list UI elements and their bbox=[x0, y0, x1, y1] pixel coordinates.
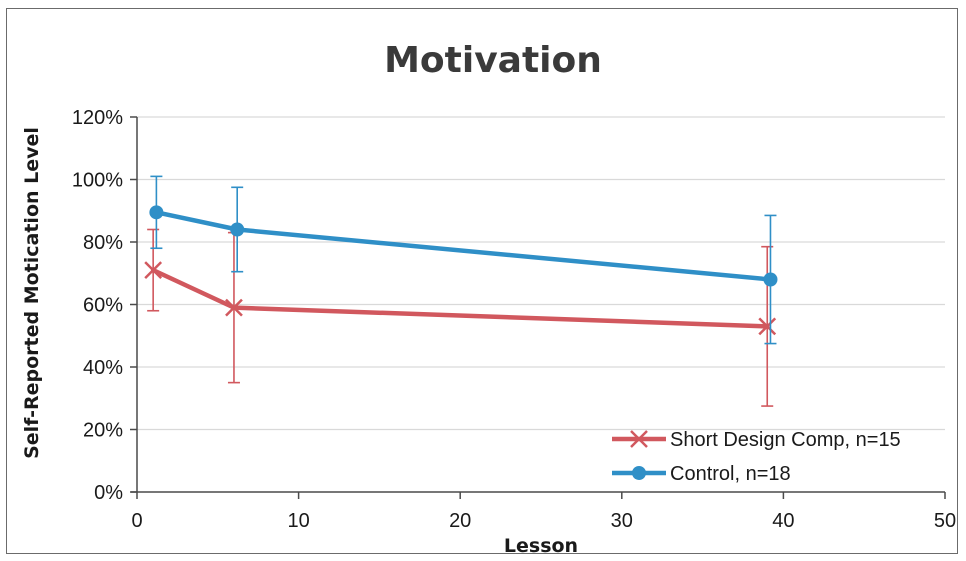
legend-label: Short Design Comp, n=15 bbox=[670, 429, 901, 451]
chart-title: Motivation bbox=[384, 40, 602, 81]
x-tick-label: 40 bbox=[772, 510, 794, 532]
data-point bbox=[763, 272, 778, 287]
marker-stroke bbox=[144, 261, 163, 280]
marker-stroke bbox=[758, 317, 777, 336]
y-tick-label: 0% bbox=[94, 482, 123, 504]
data-point bbox=[144, 261, 163, 280]
legend-item-1: Short Design Comp, n=15 bbox=[612, 429, 901, 451]
legend-item-2: Control, n=18 bbox=[612, 463, 791, 485]
y-tick-label: 100% bbox=[72, 170, 123, 192]
legend-marker bbox=[632, 466, 646, 480]
series-line bbox=[150, 267, 770, 329]
x-tick-label: 20 bbox=[449, 510, 471, 532]
data-point bbox=[230, 222, 245, 237]
x-tick-label: 0 bbox=[131, 510, 142, 532]
series-layer bbox=[144, 175, 778, 407]
y-tick-label: 60% bbox=[83, 295, 123, 317]
legend-marker bbox=[630, 430, 648, 448]
x-tick-label: 50 bbox=[934, 510, 956, 532]
y-tick-label: 40% bbox=[83, 357, 123, 379]
x-axis-title: Lesson bbox=[504, 535, 578, 557]
y-axis-title: Self-Reported Motication Level bbox=[21, 127, 43, 459]
legend-label: Control, n=18 bbox=[670, 463, 791, 485]
data-point bbox=[758, 317, 777, 336]
data-point bbox=[149, 205, 164, 220]
y-tick-label: 20% bbox=[83, 420, 123, 442]
x-tick-label: 30 bbox=[611, 510, 633, 532]
chart-frame bbox=[6, 8, 958, 554]
x-tick-label: 10 bbox=[287, 510, 309, 532]
gridlines bbox=[137, 116, 945, 431]
axes: 0% 20% 40% 60% 80% 100% 120% 0 10 20 30 40 50 bbox=[72, 107, 956, 532]
marker-stroke bbox=[225, 298, 243, 317]
series-line bbox=[154, 210, 773, 282]
data-point bbox=[225, 298, 243, 317]
y-tick-label: 80% bbox=[83, 232, 123, 254]
legend: Short Design Comp, n=15 Control, n=18 bbox=[612, 429, 901, 485]
y-tick-label: 120% bbox=[72, 107, 123, 129]
series-2 bbox=[149, 175, 778, 345]
series-1 bbox=[144, 228, 777, 407]
